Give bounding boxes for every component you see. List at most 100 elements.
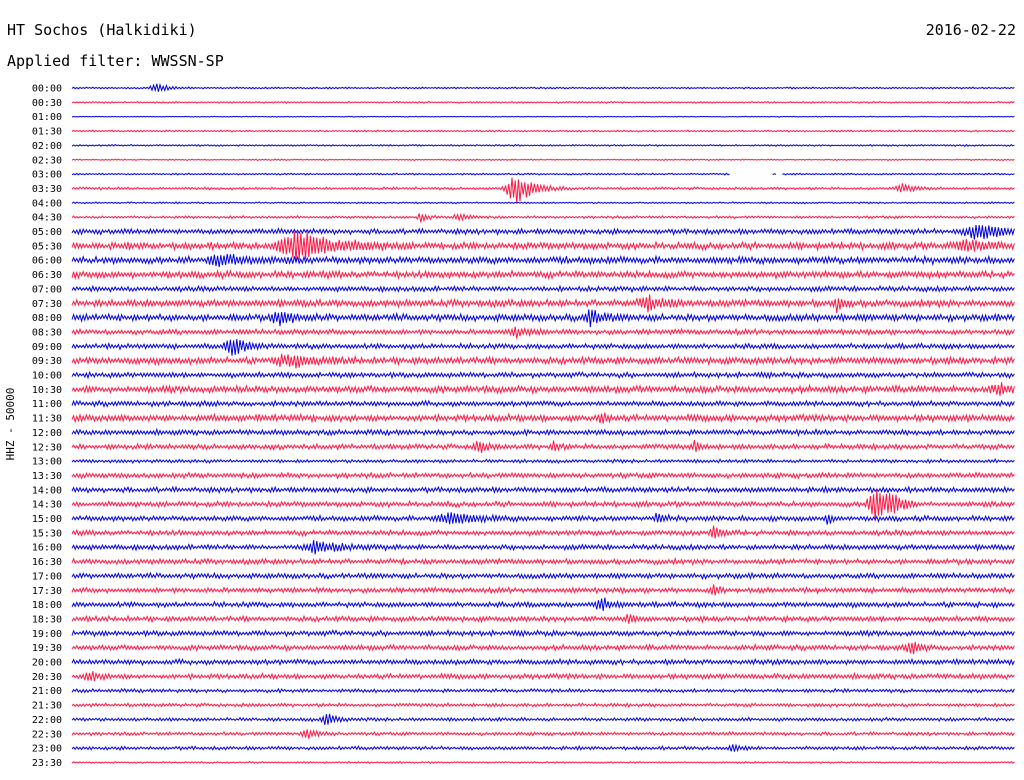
trace-0130 xyxy=(71,129,1015,133)
time-tick-1000: 10:00 xyxy=(32,371,62,382)
trace-2300 xyxy=(71,743,1015,753)
trace-1200 xyxy=(71,427,1015,437)
trace-0530 xyxy=(71,231,1015,263)
trace-0300 xyxy=(71,172,730,176)
time-tick-1600: 16:00 xyxy=(32,543,62,554)
trace-2130 xyxy=(71,702,1015,709)
time-tick-0530: 05:30 xyxy=(32,241,62,252)
filter-label: Applied filter: WWSSN-SP xyxy=(7,52,224,70)
trace-1000 xyxy=(71,370,1015,380)
time-tick-2030: 20:30 xyxy=(32,672,62,683)
trace-1830 xyxy=(71,613,1015,624)
time-tick-0330: 03:30 xyxy=(32,184,62,195)
time-tick-0000: 00:00 xyxy=(32,84,62,95)
time-tick-1930: 19:30 xyxy=(32,643,62,654)
time-tick-0200: 02:00 xyxy=(32,141,62,152)
time-tick-2330: 23:30 xyxy=(32,758,62,769)
trace-1330 xyxy=(71,471,1015,480)
trace-0230 xyxy=(71,158,1015,162)
trace-2200 xyxy=(71,713,1015,725)
trace-1600 xyxy=(71,540,1015,555)
time-tick-1230: 12:30 xyxy=(32,442,62,453)
trace-0300-seg2 xyxy=(782,172,1015,176)
time-tick-1400: 14:00 xyxy=(32,485,62,496)
time-tick-1630: 16:30 xyxy=(32,557,62,568)
time-tick-0600: 06:00 xyxy=(32,256,62,267)
time-tick-0930: 09:30 xyxy=(32,356,62,367)
time-tick-2300: 23:00 xyxy=(32,744,62,755)
trace-0800 xyxy=(71,309,1015,328)
time-tick-0900: 09:00 xyxy=(32,342,62,353)
time-tick-1100: 11:00 xyxy=(32,399,62,410)
time-tick-0100: 01:00 xyxy=(32,112,62,123)
trace-1400 xyxy=(71,485,1015,495)
trace-2030 xyxy=(71,671,1015,682)
trace-1930 xyxy=(71,641,1015,655)
time-tick-0730: 07:30 xyxy=(32,299,62,310)
trace-1300 xyxy=(71,458,1015,465)
y-axis-label: HHZ - 50000 xyxy=(4,388,17,461)
trace-0000 xyxy=(71,82,1015,93)
time-tick-0400: 04:00 xyxy=(32,198,62,209)
trace-1730 xyxy=(71,584,1015,596)
time-tick-1530: 15:30 xyxy=(32,528,62,539)
trace-2330 xyxy=(71,760,1015,765)
time-tick-1430: 14:30 xyxy=(32,500,62,511)
trace-0500 xyxy=(71,225,1015,240)
time-tick-1730: 17:30 xyxy=(32,586,62,597)
trace-1530 xyxy=(71,525,1015,539)
seismic-traces xyxy=(71,82,1015,765)
time-tick-0500: 05:00 xyxy=(32,227,62,238)
trace-1900 xyxy=(71,628,1015,638)
trace-0830 xyxy=(71,326,1015,339)
date-label: 2016-02-22 xyxy=(926,21,1016,39)
trace-0730 xyxy=(71,294,1015,314)
time-tick-1200: 12:00 xyxy=(32,428,62,439)
trace-1130 xyxy=(71,412,1015,424)
time-tick-1130: 11:30 xyxy=(32,414,62,425)
time-tick-1030: 10:30 xyxy=(32,385,62,396)
trace-1030 xyxy=(71,382,1015,396)
trace-0330 xyxy=(71,177,1015,204)
trace-2230 xyxy=(71,729,1015,739)
time-tick-0830: 08:30 xyxy=(32,327,62,338)
trace-1100 xyxy=(71,399,1015,408)
trace-0430 xyxy=(71,212,1015,223)
trace-2000 xyxy=(71,657,1015,667)
time-tick-1800: 18:00 xyxy=(32,600,62,611)
time-tick-2200: 22:00 xyxy=(32,715,62,726)
trace-0400 xyxy=(71,201,1015,205)
time-tick-1900: 19:00 xyxy=(32,629,62,640)
time-tick-0030: 00:30 xyxy=(32,98,62,109)
time-tick-1330: 13:30 xyxy=(32,471,62,482)
time-tick-1300: 13:00 xyxy=(32,457,62,468)
trace-0900 xyxy=(71,338,1015,356)
time-tick-1830: 18:30 xyxy=(32,614,62,625)
time-tick-2130: 21:30 xyxy=(32,701,62,712)
station-title: HT Sochos (Halkidiki) xyxy=(7,21,197,39)
time-tick-0630: 06:30 xyxy=(32,270,62,281)
trace-0100 xyxy=(71,115,1015,118)
time-tick-0230: 02:30 xyxy=(32,155,62,166)
time-tick-2000: 20:00 xyxy=(32,658,62,669)
trace-0300-seg1 xyxy=(772,173,777,176)
trace-0200 xyxy=(71,143,1015,148)
time-tick-1700: 17:00 xyxy=(32,571,62,582)
trace-1630 xyxy=(71,556,1015,567)
trace-1230 xyxy=(71,439,1015,453)
trace-0600 xyxy=(71,253,1015,268)
trace-1500 xyxy=(71,512,1015,525)
trace-0630 xyxy=(71,269,1015,281)
time-tick-0800: 08:00 xyxy=(32,313,62,324)
time-tick-0130: 01:30 xyxy=(32,127,62,138)
time-tick-2230: 22:30 xyxy=(32,729,62,740)
time-tick-1500: 15:00 xyxy=(32,514,62,525)
trace-1430 xyxy=(71,489,1015,522)
trace-0030 xyxy=(71,100,1015,105)
time-tick-labels: 00:00 00:30 01:00 01:30 02:00 02:30 03:00 03:30… xyxy=(32,84,62,769)
time-tick-0700: 07:00 xyxy=(32,284,62,295)
trace-0930 xyxy=(71,353,1015,369)
time-tick-0300: 03:00 xyxy=(32,170,62,181)
time-tick-2100: 21:00 xyxy=(32,686,62,697)
